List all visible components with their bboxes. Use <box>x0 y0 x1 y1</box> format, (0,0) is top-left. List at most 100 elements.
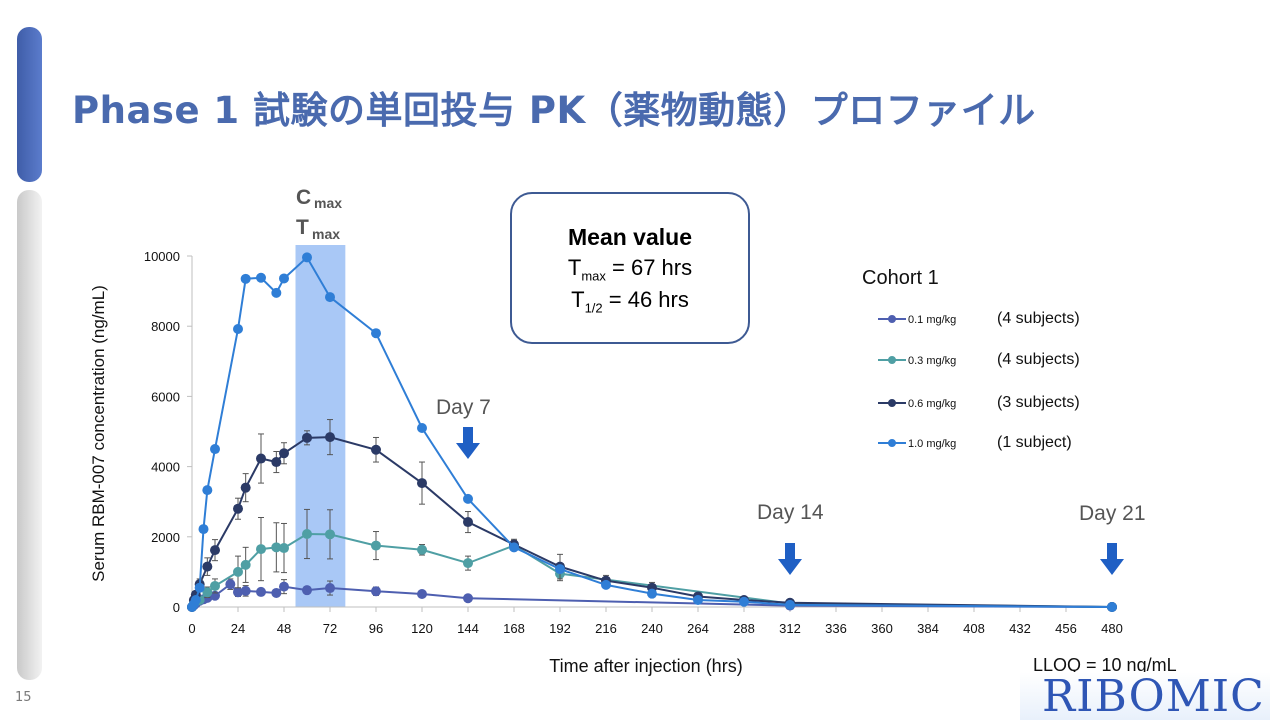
cmax-label: C <box>296 186 311 209</box>
data-point <box>785 599 795 610</box>
y-tick-label: 0 <box>173 600 180 615</box>
day-arrow <box>456 427 480 459</box>
x-tick-label: 168 <box>503 621 525 636</box>
data-point <box>371 586 381 597</box>
slide-title: Phase 1 試験の単回投与 PK（薬物動態）プロファイル <box>72 89 1036 132</box>
x-tick-label: 72 <box>323 621 337 636</box>
tmax-highlight-band <box>295 245 346 607</box>
data-point <box>325 583 335 594</box>
legend-label: 0.1 mg/kg <box>908 314 956 326</box>
data-point <box>417 478 427 489</box>
data-point <box>417 589 427 600</box>
data-point <box>202 485 213 496</box>
data-point <box>325 432 335 443</box>
data-point <box>210 580 220 591</box>
x-tick-label: 456 <box>1055 621 1077 636</box>
cmax-subscript: max <box>314 195 342 211</box>
day-label: Day 7 <box>436 396 491 419</box>
mean-thalf-value: = 46 hrs <box>608 287 689 313</box>
legend-label: 0.3 mg/kg <box>908 355 956 367</box>
legend-swatch-marker <box>888 356 896 364</box>
data-point <box>198 524 209 535</box>
mean-tmax-label: T <box>567 255 582 280</box>
legend-swatch-marker <box>888 439 896 447</box>
day-arrow <box>778 543 802 575</box>
data-point <box>1107 602 1117 612</box>
data-point <box>233 324 243 335</box>
mean-thalf-line: T1/2 = 46 hrs <box>512 287 748 315</box>
ribomic-logo: RIBOMIC <box>1020 671 1270 722</box>
data-point <box>279 448 289 459</box>
day-label: Day 14 <box>757 501 824 524</box>
data-point <box>371 540 381 551</box>
data-point <box>417 422 427 433</box>
legend-subjects: (4 subjects) <box>997 351 1080 368</box>
data-point <box>463 558 473 569</box>
data-point <box>555 564 565 575</box>
legend-title: Cohort 1 <box>862 267 939 289</box>
x-tick-label: 432 <box>1009 621 1031 636</box>
data-point <box>240 585 251 596</box>
data-point <box>233 566 243 577</box>
logo-background <box>1020 672 1270 720</box>
data-point <box>601 579 611 590</box>
data-point <box>279 543 289 554</box>
data-point <box>279 581 289 592</box>
data-point <box>256 453 266 464</box>
data-point <box>325 292 335 303</box>
data-point <box>463 593 473 604</box>
data-point <box>463 517 473 528</box>
x-tick-label: 48 <box>277 621 291 636</box>
mean-thalf-sub: 1/2 <box>584 300 603 316</box>
data-point <box>233 587 243 598</box>
data-point <box>256 272 266 283</box>
data-point <box>302 528 312 539</box>
y-tick-label: 2000 <box>151 530 180 545</box>
mean-thalf-label: T <box>571 287 585 313</box>
data-point <box>271 457 282 468</box>
data-point <box>302 252 312 263</box>
x-tick-label: 96 <box>369 621 383 636</box>
y-axis-label: Serum RBM-007 concentration (ng/mL) <box>89 285 108 582</box>
data-point <box>647 588 657 599</box>
y-tick-label: 4000 <box>151 460 180 475</box>
day-label: Day 21 <box>1079 502 1146 525</box>
data-point <box>509 542 519 553</box>
legend-label: 0.6 mg/kg <box>908 398 956 410</box>
data-point <box>302 432 312 443</box>
page-number: 15 <box>15 690 32 705</box>
data-point <box>693 594 703 605</box>
accent-bar-bottom <box>17 190 42 680</box>
day-arrow <box>1100 543 1124 575</box>
y-tick-label: 6000 <box>151 389 180 404</box>
legend-subjects: (4 subjects) <box>997 310 1080 327</box>
data-point <box>210 444 220 455</box>
logo-text: RIBOMIC <box>1042 671 1265 722</box>
legend-swatch-marker <box>888 315 896 323</box>
legend-swatch-marker <box>888 399 896 407</box>
x-axis-label: Time after injection (hrs) <box>549 656 742 676</box>
x-tick-label: 336 <box>825 621 847 636</box>
data-point <box>279 273 289 284</box>
data-point <box>325 529 335 540</box>
data-point <box>233 503 243 514</box>
x-tick-label: 120 <box>411 621 433 636</box>
data-point <box>371 444 381 455</box>
data-point <box>202 561 213 572</box>
x-tick-label: 216 <box>595 621 617 636</box>
x-tick-label: 144 <box>457 621 479 636</box>
mean-value-box: Mean value Tmax = 67 hrs T1/2 = 46 hrs <box>510 192 750 344</box>
x-tick-label: 24 <box>231 621 245 636</box>
data-point <box>256 586 266 597</box>
data-point <box>271 587 282 598</box>
data-point <box>302 585 312 596</box>
legend-subjects: (3 subjects) <box>997 394 1080 411</box>
mean-tmax-line: Tmax = 67 hrs <box>512 255 748 283</box>
data-point <box>194 582 205 593</box>
data-point <box>210 545 220 556</box>
data-point <box>371 328 381 339</box>
x-tick-label: 384 <box>917 621 939 636</box>
legend-subjects: (1 subject) <box>997 434 1072 451</box>
tmax-subscript: max <box>312 226 340 242</box>
